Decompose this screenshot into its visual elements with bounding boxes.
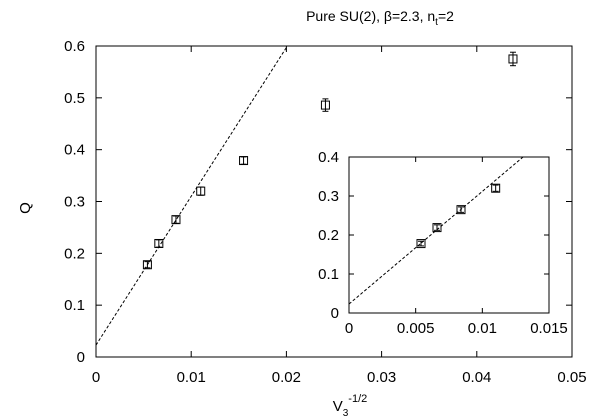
main-x-tick-label: 0 <box>92 369 100 386</box>
inset-data-point <box>416 239 426 249</box>
main-data-point <box>320 98 330 112</box>
inset-plot-area: 0 0.005 0.01 0.015 0 0.1 0.2 0.3 0.4 <box>318 149 568 337</box>
main-data-point <box>142 260 152 270</box>
inset-x-tick-label: 0.01 <box>468 320 497 337</box>
main-marker <box>154 238 164 248</box>
chart-title: Pure SU(2), β=2.3, nt=2 <box>306 8 454 28</box>
main-marker <box>239 156 249 166</box>
main-y-tick-label: 0.4 <box>64 142 85 159</box>
inset-frame <box>348 156 550 314</box>
inset-y-tick-label: 0.4 <box>318 149 339 166</box>
inset-x-tick-label: 0.005 <box>397 320 435 337</box>
main-y-tick-label: 0.6 <box>64 38 85 55</box>
inset-marker <box>416 239 426 249</box>
main-data-point <box>171 215 181 225</box>
inset-data-point <box>432 223 442 233</box>
main-x-tick-label: 0.03 <box>367 369 396 386</box>
main-marker <box>196 186 206 196</box>
main-marker <box>171 215 181 225</box>
inset-y-tick-label: 0 <box>331 305 339 322</box>
main-y-tick-label: 0.3 <box>64 194 85 211</box>
main-marker <box>142 260 152 270</box>
inset-background <box>349 157 549 313</box>
main-data-point <box>154 238 164 248</box>
inset-x-tick-label: 0 <box>345 320 353 337</box>
inset-marker <box>432 223 442 233</box>
main-data-point <box>239 156 249 166</box>
main-y-tick-label: 0.5 <box>64 90 85 107</box>
main-marker <box>320 100 330 110</box>
x-axis-label: V3-1/2 <box>333 393 368 417</box>
main-x-tick-label: 0.02 <box>272 369 301 386</box>
main-fit-line <box>96 46 288 346</box>
inset-marker <box>456 205 466 215</box>
main-data-point <box>196 186 206 196</box>
inset-x-tick-label: 0.015 <box>530 320 568 337</box>
y-axis-label: Q <box>17 202 34 214</box>
main-y-tick-label: 0.2 <box>64 245 85 262</box>
main-plot-area: 0 0.01 0.02 0.03 0.04 0.05 0 0.1 0.2 0.3 0.4 0.5 0.6 <box>64 38 586 386</box>
inset-data-point <box>456 205 466 215</box>
main-y-tick-label: 0 <box>77 349 85 366</box>
main-y-tick-label: 0.1 <box>64 297 85 314</box>
inset-y-tick-label: 0.2 <box>318 227 339 244</box>
inset-fit-line <box>349 157 524 305</box>
main-x-tick-label: 0.05 <box>557 369 586 386</box>
inset-y-tick-label: 0.1 <box>318 266 339 283</box>
inset-data-point <box>491 183 501 193</box>
main-data-point <box>508 51 518 67</box>
main-x-tick-label: 0.04 <box>462 369 491 386</box>
inset-marker <box>491 183 501 193</box>
main-marker <box>508 54 518 64</box>
main-x-tick-label: 0.01 <box>177 369 206 386</box>
main-frame <box>95 45 573 358</box>
inset-y-tick-label: 0.3 <box>318 188 339 205</box>
